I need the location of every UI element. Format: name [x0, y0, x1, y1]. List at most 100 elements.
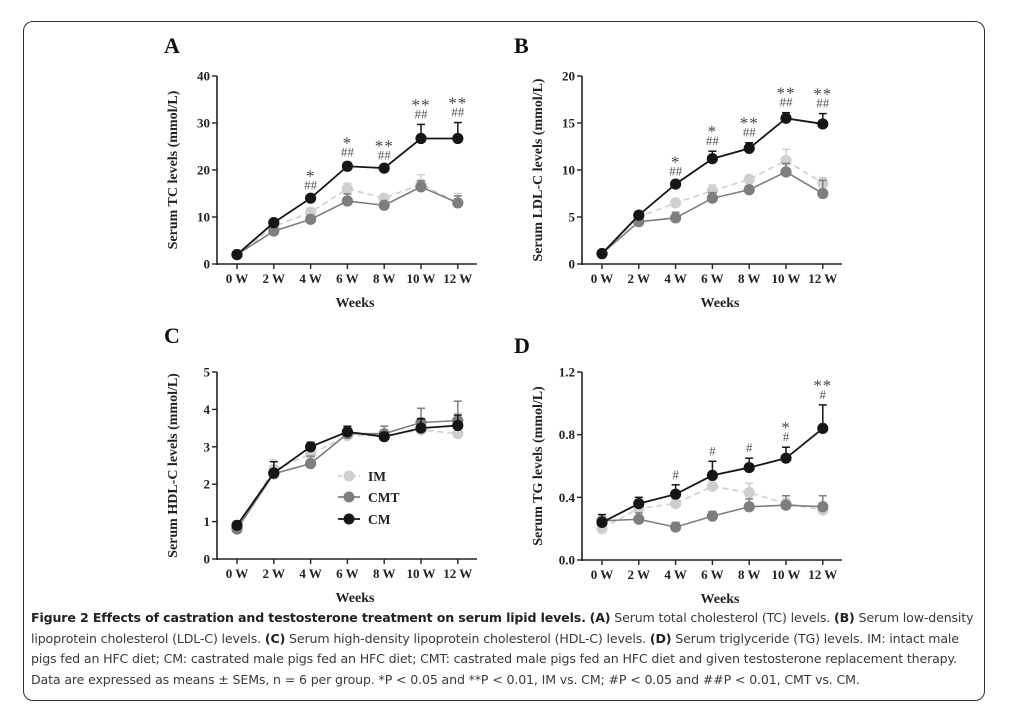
data-point — [415, 422, 427, 434]
significance-star: ** — [740, 114, 759, 133]
data-point — [670, 212, 682, 224]
significance-star: ** — [813, 376, 832, 395]
figure-caption: Figure 2 Effects of castration and testo… — [31, 608, 981, 690]
significance-hash: ## — [743, 125, 757, 140]
chart-panel-c: C 0 1 2 3 4 5 0 W 2 W 4 W 6 W 8 W 10 W 12 W Weeks Serum… — [164, 323, 477, 606]
caption-text-b: Serum low-density lipoprotein cholestero… — [31, 610, 974, 646]
data-point — [743, 501, 755, 513]
y-tick-label: 5 — [569, 210, 576, 225]
data-point — [817, 422, 829, 434]
data-point — [415, 181, 427, 193]
x-tick-label: 2 W — [628, 271, 651, 286]
x-tick-label: 6 W — [336, 271, 359, 286]
y-tick-label: 0.8 — [559, 427, 576, 442]
significance-star: * — [306, 166, 316, 185]
x-tick-label: 2 W — [263, 271, 286, 286]
data-point — [452, 428, 464, 440]
y-tick-label: 30 — [197, 116, 210, 131]
significance-hash: ## — [780, 95, 794, 110]
data-point — [670, 488, 682, 500]
data-point — [780, 166, 792, 178]
data-point — [706, 192, 719, 204]
significance-hash: ## — [669, 163, 683, 178]
caption-label-c: (C) — [264, 630, 286, 646]
significance-star: * — [708, 122, 718, 141]
data-point — [706, 469, 719, 481]
x-axis-label: Weeks — [336, 591, 375, 606]
legend-marker — [343, 513, 355, 525]
data-point — [780, 452, 792, 464]
data-point — [743, 173, 755, 185]
legend-label: IM — [368, 469, 386, 484]
data-point — [378, 431, 390, 443]
chart-panel-b: B 0 5 10 15 20 0 W 2 W 4 W 6 W 8 W 10 W 12 W Weeks Ser… — [514, 33, 842, 311]
data-point — [341, 195, 353, 207]
significance-hash: ## — [415, 106, 429, 121]
significance-hash: ## — [816, 96, 830, 111]
x-tick-label: 10 W — [771, 567, 800, 582]
y-tick-label: 10 — [197, 210, 210, 225]
y-axis-label: Serum TC levels (mmol/L) — [166, 90, 181, 249]
caption-label-b: (B) — [834, 610, 855, 625]
x-tick-label: 12 W — [443, 271, 472, 286]
x-tick-label: 4 W — [664, 567, 687, 582]
legend-label: CM — [368, 512, 391, 527]
x-tick-label: 10 W — [406, 566, 435, 581]
data-point — [268, 217, 280, 229]
legend-item-cmt: CMT — [338, 490, 400, 505]
y-tick-label: 0.0 — [559, 553, 575, 568]
data-point — [231, 519, 243, 531]
y-tick-label: 5 — [204, 365, 211, 380]
legend: IM CMT CM — [338, 469, 400, 527]
y-tick-label: 0 — [204, 552, 211, 567]
data-point — [670, 178, 682, 190]
data-point — [633, 513, 645, 525]
chart-panel-a: A 0 10 20 30 40 0 W 2 W 4 W 6 W 8 W 10 W 12 W Weeks Se… — [164, 33, 477, 311]
significance-star: ** — [777, 84, 796, 103]
data-point — [305, 441, 317, 453]
caption-text-c: Serum high-density lipoprotein cholester… — [285, 630, 650, 646]
series-cm — [231, 414, 464, 531]
legend-label: CMT — [368, 490, 400, 505]
y-tick-label: 0.4 — [559, 490, 576, 505]
x-axis-label: Weeks — [336, 296, 375, 311]
legend-marker — [343, 491, 355, 503]
data-point — [817, 501, 829, 513]
data-point — [268, 225, 280, 237]
x-tick-label: 6 W — [701, 567, 724, 582]
series-cm — [596, 404, 829, 529]
y-axis-label: Serum TG levels (mmol/L) — [531, 386, 546, 546]
y-tick-label: 4 — [204, 402, 211, 417]
data-point — [596, 248, 608, 260]
caption-title: Figure 2 Effects of castration and testo… — [31, 610, 586, 625]
data-point — [596, 516, 608, 529]
x-tick-label: 0 W — [226, 271, 249, 286]
significance-hash: ## — [451, 105, 465, 120]
data-point — [452, 419, 464, 432]
panel-letter: B — [514, 33, 529, 58]
data-point — [341, 183, 353, 195]
data-point — [670, 197, 682, 209]
significance-star: ** — [375, 136, 394, 155]
series-im — [596, 148, 829, 260]
series-cm — [596, 111, 829, 260]
data-point — [670, 498, 682, 510]
data-point — [452, 132, 464, 145]
significance-hash: ## — [706, 133, 720, 148]
y-axis-label: Serum HDL-C levels (mmol/L) — [166, 373, 181, 558]
data-point — [743, 461, 755, 474]
significance-hash: # — [783, 429, 790, 444]
data-point — [305, 213, 317, 225]
y-tick-label: 15 — [562, 116, 576, 131]
data-point — [633, 209, 645, 221]
significance-star: * — [343, 133, 353, 152]
y-tick-label: 1.2 — [559, 365, 575, 380]
data-point — [268, 467, 280, 479]
data-point — [305, 192, 317, 204]
y-tick-label: 20 — [197, 163, 210, 178]
x-tick-label: 12 W — [808, 567, 837, 582]
x-tick-label: 8 W — [373, 566, 396, 581]
x-tick-label: 4 W — [299, 566, 322, 581]
y-tick-label: 0 — [204, 257, 211, 272]
